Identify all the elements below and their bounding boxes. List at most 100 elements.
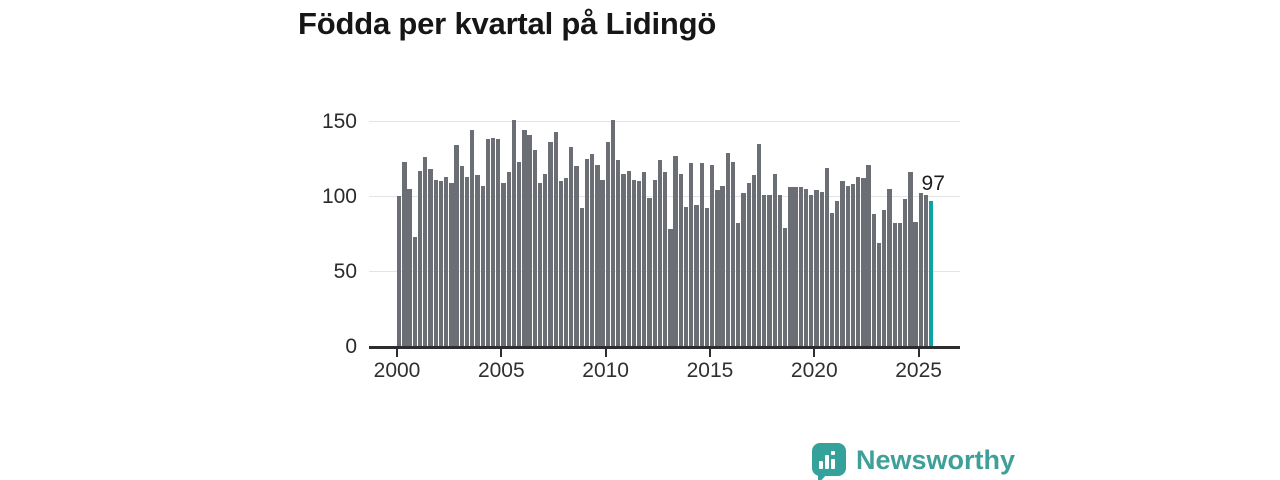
x-axis-line xyxy=(369,346,960,349)
chart-bar xyxy=(647,197,652,346)
chart-bar xyxy=(454,145,459,346)
chart-bar xyxy=(856,176,861,346)
chart-bar xyxy=(882,209,887,346)
chart-bar xyxy=(798,187,803,346)
chart-bar xyxy=(569,146,574,346)
chart-bar xyxy=(715,190,720,346)
chart-bar xyxy=(720,185,725,346)
x-axis-tick xyxy=(708,349,711,357)
chart-bar xyxy=(850,184,856,346)
chart-bar xyxy=(397,196,402,346)
chart-bar xyxy=(548,142,553,346)
chart-bar xyxy=(913,221,918,346)
chart-bar xyxy=(517,161,522,346)
chart-bar xyxy=(710,164,715,346)
chart-bar xyxy=(605,142,610,346)
y-axis-tick-label: 50 xyxy=(333,259,357,283)
x-axis-tick xyxy=(396,349,398,357)
chart-bar xyxy=(501,182,506,346)
chart-bar xyxy=(746,182,751,346)
chart-bar xyxy=(443,176,449,346)
chart-bar xyxy=(809,194,814,346)
chart-bar xyxy=(908,172,913,346)
chart-bar xyxy=(756,143,762,346)
chart-bar xyxy=(730,161,736,346)
chart-bar xyxy=(459,166,464,346)
chart-bar xyxy=(663,172,668,346)
chart-bar xyxy=(506,172,511,346)
chart-bar xyxy=(438,181,444,346)
chart-bar xyxy=(574,166,579,346)
logo-text: Newsworthy xyxy=(856,445,1016,475)
chart-bar xyxy=(819,191,824,346)
chart-bar xyxy=(767,194,772,346)
chart-bar xyxy=(673,155,678,346)
chart-bar xyxy=(428,169,433,346)
chart-bar xyxy=(433,179,438,346)
bar-value-label: 97 xyxy=(921,171,945,195)
gridline xyxy=(369,120,960,122)
chart-bar xyxy=(621,173,626,346)
chart-bar xyxy=(803,188,809,346)
chart-bar xyxy=(522,130,527,346)
chart-bar xyxy=(829,212,835,346)
x-axis-tick-label: 2020 xyxy=(790,359,838,382)
chart-bar xyxy=(657,160,663,346)
chart-bar xyxy=(511,119,517,346)
chart-bar xyxy=(783,227,788,346)
chart-bar xyxy=(616,160,621,346)
chart-bar xyxy=(772,173,777,346)
chart-bar xyxy=(793,187,798,346)
chart-bar xyxy=(412,236,417,346)
x-axis-tick xyxy=(500,349,503,357)
chart-bar xyxy=(788,187,793,346)
chart-bar xyxy=(579,208,584,346)
x-axis-tick-label: 2025 xyxy=(895,359,942,382)
chart-bar xyxy=(923,194,929,346)
chart-bar xyxy=(777,194,783,346)
chart-bar xyxy=(563,178,569,346)
chart-bar xyxy=(652,179,657,346)
chart-bar xyxy=(741,193,746,346)
logo-bubble-tail xyxy=(818,474,827,480)
chart-bar xyxy=(449,182,454,346)
x-axis-tick-label: 2010 xyxy=(582,359,629,382)
chart-bar xyxy=(689,163,694,346)
y-axis-tick-label: 100 xyxy=(321,184,357,208)
chart-bar xyxy=(845,185,850,346)
chart-bar xyxy=(527,134,532,346)
chart-bar xyxy=(626,170,631,346)
chart-bar xyxy=(871,214,876,346)
chart-bar xyxy=(407,188,412,346)
x-axis-tick-label: 2005 xyxy=(477,359,525,382)
chart-bar xyxy=(464,176,470,346)
chart-bar xyxy=(892,223,897,346)
chart-bar xyxy=(824,167,830,346)
chart-bar xyxy=(678,173,683,346)
chart-bar xyxy=(736,223,741,346)
chart-bar xyxy=(543,173,548,346)
chart-bar xyxy=(694,205,699,346)
chart-bar xyxy=(584,158,590,346)
logo-bubble-icon xyxy=(812,443,846,476)
chart-bar xyxy=(532,149,537,346)
chart-bar xyxy=(683,206,689,346)
newsworthy-logo[interactable]: Newsworthy xyxy=(812,443,1015,480)
chart-bar xyxy=(897,223,903,346)
chart-bar xyxy=(636,181,642,346)
chart-bar xyxy=(402,161,407,346)
chart-bar xyxy=(590,154,595,346)
chart-bar xyxy=(887,188,892,346)
chart-bar xyxy=(485,139,491,346)
chart-bar xyxy=(417,170,423,346)
x-axis-tick-label: 2015 xyxy=(686,359,734,382)
x-axis-tick xyxy=(917,349,920,357)
x-axis-tick xyxy=(813,349,816,357)
chart-bar xyxy=(423,157,428,346)
chart-bar xyxy=(610,119,616,346)
highlight-bar xyxy=(929,200,934,346)
chart-bar xyxy=(866,164,871,346)
chart-bar xyxy=(861,178,866,346)
chart-bar xyxy=(558,181,564,346)
